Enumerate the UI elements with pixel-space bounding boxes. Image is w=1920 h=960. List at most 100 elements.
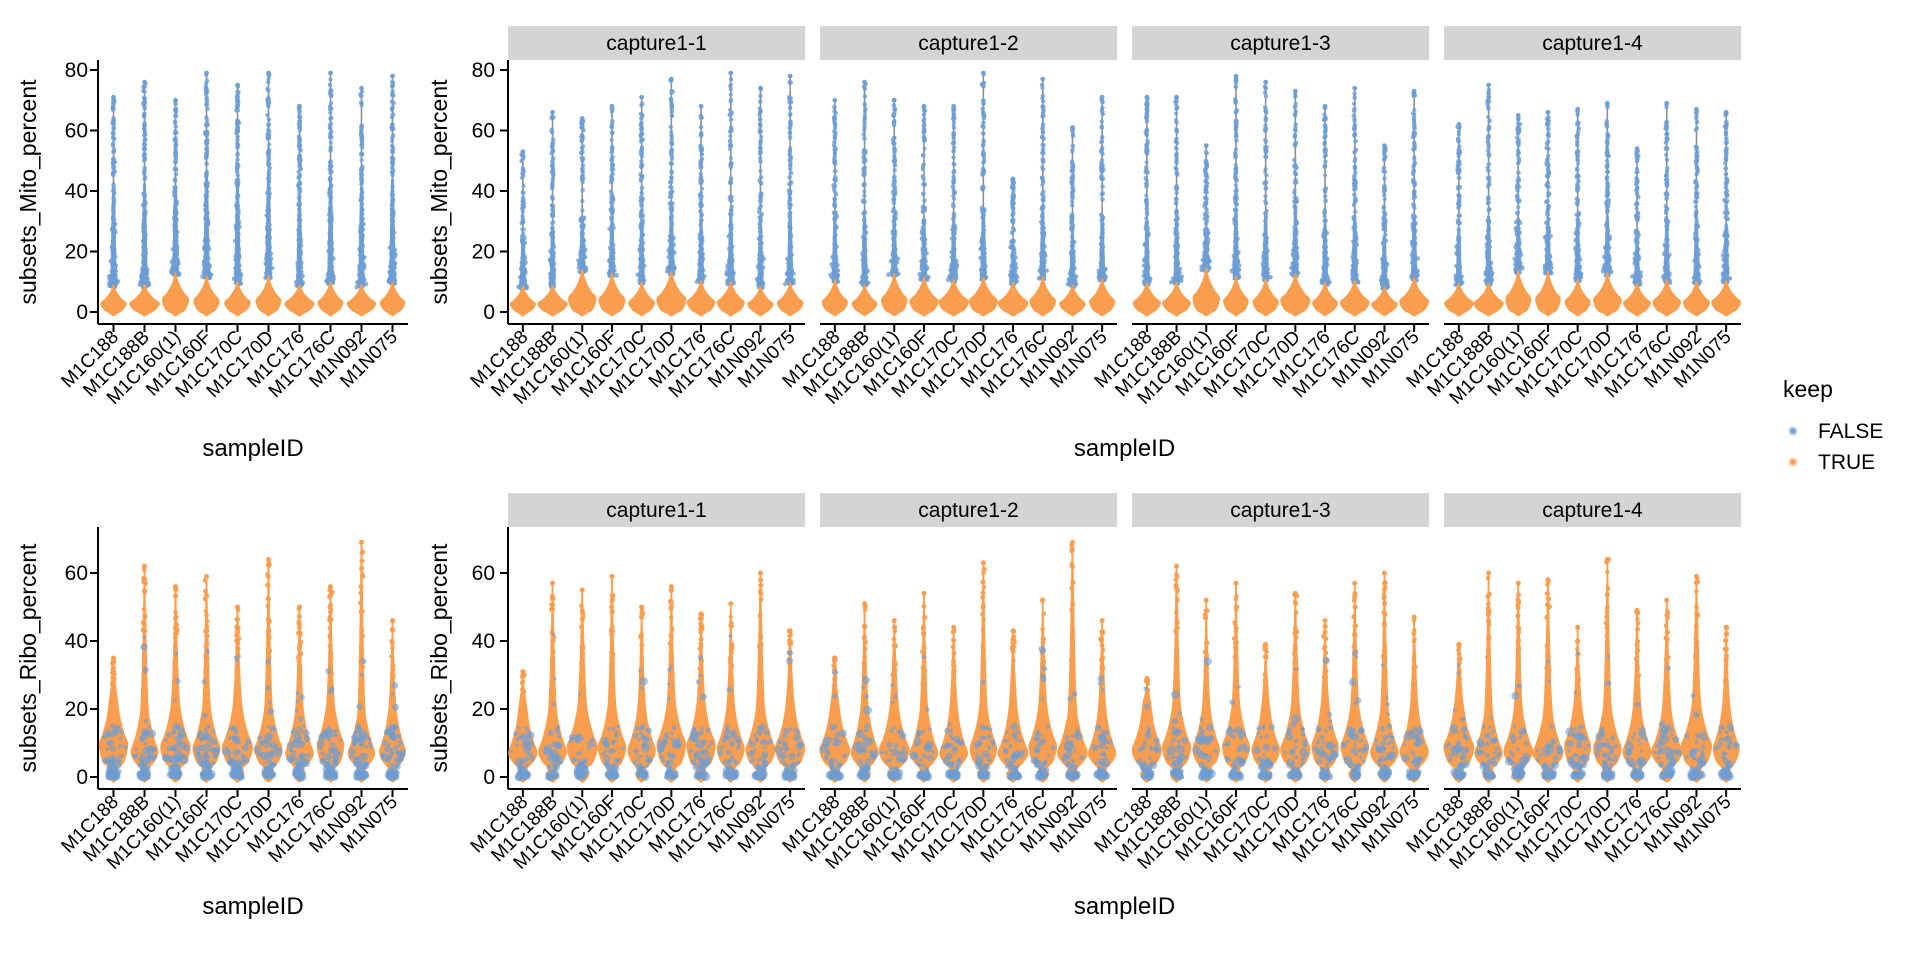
false-cell-dot <box>979 237 984 243</box>
false-cell-dot <box>979 271 985 277</box>
false-cell-top-dot <box>173 97 178 103</box>
false-cell-dot <box>111 217 116 222</box>
false-cell-dot <box>298 266 303 271</box>
false-cell-dot <box>550 225 555 230</box>
false-cell-dot <box>728 117 734 122</box>
false-cell-dot <box>295 261 300 266</box>
false-cell-dot <box>952 168 957 173</box>
false-cell-dot <box>1070 203 1075 208</box>
false-cell-dot <box>669 142 675 147</box>
false-cell-dot <box>234 222 240 228</box>
false-cell-dot <box>205 141 210 146</box>
false-cell-dot <box>1099 213 1105 218</box>
false-cell-dot <box>112 275 117 280</box>
false-cell-top-dot <box>698 103 704 109</box>
false-cell-dot <box>266 168 271 174</box>
y-tick-label: 40 <box>65 180 88 203</box>
false-cell-dot <box>1352 106 1357 112</box>
false-cell-dot <box>581 128 586 133</box>
false-cell-dot <box>204 145 210 150</box>
false-cell-dot <box>235 151 240 157</box>
false-cell-dot <box>951 125 957 131</box>
false-cell-dot <box>266 162 272 167</box>
false-cell-dot <box>141 95 147 101</box>
false-cell-dot <box>297 124 302 129</box>
false-cell-dot <box>830 264 835 269</box>
false-cell-dot <box>670 206 675 211</box>
false-cell-dot <box>981 138 987 144</box>
false-cell-dot <box>922 146 927 151</box>
false-cell-dot <box>670 248 676 254</box>
true-cells-violin <box>379 281 406 317</box>
false-cell-dot <box>787 112 793 117</box>
false-cell-dot <box>729 208 734 213</box>
false-cell-dot <box>862 101 867 107</box>
false-cell-dot <box>788 244 794 250</box>
false-cell-dot <box>550 221 555 226</box>
false-cell-dot <box>327 262 333 267</box>
false-cell-dot <box>297 202 302 207</box>
false-cell-dot <box>669 161 674 167</box>
false-cell-dot <box>358 223 364 228</box>
false-cell-dot <box>204 161 209 166</box>
false-cell-dot <box>328 168 333 174</box>
false-cell-dot <box>1040 147 1046 152</box>
false-cell-dot <box>1352 119 1357 124</box>
false-cell-dot <box>640 163 645 168</box>
false-cell-dot <box>1234 124 1239 130</box>
false-cell-dot <box>1099 140 1104 145</box>
false-cell-dot <box>205 211 210 216</box>
false-cell-dot <box>638 172 643 177</box>
false-cell-dot <box>1293 249 1298 253</box>
false-cell-dot <box>1353 230 1358 236</box>
true-cells-violin <box>1192 267 1221 317</box>
false-cell-dot <box>787 97 793 102</box>
false-cell-dot <box>891 261 897 267</box>
false-cell-dot <box>580 198 585 204</box>
false-cell-dot <box>671 242 676 247</box>
false-cell-dot <box>1144 261 1150 267</box>
false-cell-dot <box>669 191 674 197</box>
false-cell-dot <box>142 139 147 144</box>
false-cell-dot <box>1011 200 1016 206</box>
true-cells-violin <box>968 276 998 317</box>
false-cell-dot <box>921 191 926 197</box>
false-cell-dot <box>921 262 927 267</box>
false-cell-dot <box>758 150 764 155</box>
false-cell-dot <box>327 82 333 88</box>
false-cell-dot <box>787 189 793 194</box>
false-cell-dot <box>173 238 179 244</box>
false-cell-dot <box>1233 84 1238 89</box>
false-cell-dot <box>728 77 734 82</box>
false-cell-dot <box>862 148 867 153</box>
false-cell-dot <box>833 175 838 180</box>
false-cell-dot <box>1289 265 1294 270</box>
x-axis-title: sampleID <box>202 435 303 462</box>
false-cell-top-dot <box>390 73 395 79</box>
false-cell-dot <box>142 166 147 171</box>
false-cell-dot <box>1010 225 1016 231</box>
false-cell-dot <box>700 256 706 262</box>
false-cell-dot <box>670 89 675 94</box>
false-cell-top-dot <box>359 85 364 91</box>
false-cell-dot <box>1293 172 1299 177</box>
false-cell-dot <box>173 245 179 251</box>
false-cell-dot <box>297 118 303 124</box>
false-cell-dot <box>1381 189 1387 194</box>
false-cell-dot <box>892 107 898 112</box>
false-cell-dot <box>297 236 302 241</box>
false-cell-dot <box>328 110 333 115</box>
false-cell-dot <box>201 270 206 275</box>
false-cell-dot <box>202 266 208 272</box>
false-cell-dot <box>142 126 147 132</box>
false-cell-dot <box>1141 258 1147 263</box>
false-cell-dot <box>266 95 271 100</box>
false-cell-dot <box>298 166 303 171</box>
false-cell-dot <box>1101 274 1107 279</box>
false-cell-dot <box>142 155 147 160</box>
false-cell-dot <box>1353 147 1359 152</box>
false-cell-dot <box>729 222 734 228</box>
false-cell-dot <box>141 88 146 94</box>
false-cell-dot <box>297 207 302 212</box>
false-cell-dot <box>327 250 332 255</box>
